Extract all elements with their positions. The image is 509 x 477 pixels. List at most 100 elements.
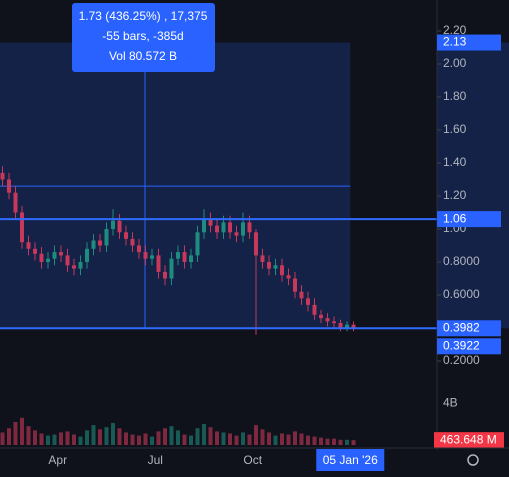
volume-bar	[286, 434, 291, 445]
candle-body	[332, 321, 336, 324]
candle-body	[156, 255, 161, 272]
candle-body	[260, 255, 265, 262]
volume-bar	[234, 435, 239, 445]
settings-icon	[467, 454, 479, 466]
candle-body	[221, 222, 226, 233]
measure-tooltip-text: 1.73 (436.25%) , 17,375	[79, 9, 208, 23]
volume-bar	[163, 428, 167, 445]
volume-bar	[117, 428, 122, 445]
candle-body	[306, 298, 310, 305]
volume-bar	[7, 428, 11, 445]
volume-bar	[306, 435, 310, 445]
candle-body	[280, 265, 284, 276]
volume-bar	[260, 429, 265, 445]
volume-bar	[33, 430, 37, 445]
y-tick-label: 1.80	[443, 89, 467, 103]
candle-body	[111, 220, 115, 229]
volume-bar	[267, 432, 271, 445]
volume-bar	[241, 432, 245, 445]
volume-bar	[65, 431, 70, 445]
candle-body	[228, 222, 232, 233]
candle-body	[52, 252, 57, 259]
candle-body	[247, 222, 252, 233]
candle-body	[273, 265, 278, 269]
measure-tooltip-text: Vol 80.572 B	[109, 49, 177, 63]
candle-body	[325, 318, 330, 322]
volume-bar	[156, 431, 161, 445]
y-tick-label: 2.20	[443, 23, 467, 37]
candle-body	[85, 248, 89, 262]
y-tick-label: 1.60	[443, 122, 467, 136]
volume-bar	[319, 437, 323, 445]
volume-bar	[221, 432, 226, 445]
candle-body	[39, 253, 44, 262]
y-tick-label: 0.8000	[443, 254, 480, 268]
candle-body	[293, 278, 297, 292]
candle-body	[130, 238, 135, 246]
candle-body	[286, 275, 291, 279]
x-tick-label: Apr	[48, 453, 67, 467]
volume-bar	[247, 434, 252, 445]
price-label: 0.3922	[443, 338, 480, 352]
candle-body	[299, 291, 304, 299]
candle-body	[143, 252, 148, 259]
candle-body	[319, 314, 323, 319]
volume-bar	[150, 436, 154, 445]
volume-label: 463.648 M	[440, 432, 497, 446]
measure-box	[0, 42, 351, 329]
volume-bar	[46, 435, 50, 445]
candle-body	[182, 252, 187, 262]
price-label: 0.3982	[443, 320, 480, 334]
price-label-box	[437, 320, 501, 337]
y-tick-label: 0.6000	[443, 287, 480, 301]
volume-bar	[39, 433, 44, 445]
measure-tooltip-text: -55 bars, -385d	[102, 29, 183, 43]
volume-bar	[195, 428, 200, 445]
candle-body	[26, 242, 31, 249]
volume-bar	[338, 439, 343, 445]
volume-bar	[176, 430, 180, 445]
price-label-box	[437, 211, 501, 228]
volume-bar	[0, 432, 5, 445]
candle-body	[46, 258, 50, 262]
candle-body	[7, 179, 11, 193]
volume-label-box	[434, 432, 504, 449]
volume-bar	[169, 426, 174, 445]
x-tick-label: Oct	[243, 453, 262, 467]
volume-bar	[254, 425, 258, 445]
y-tick-label: 0.2000	[443, 353, 480, 367]
volume-bar	[208, 427, 213, 445]
candle-body	[195, 232, 200, 256]
candle-body	[72, 265, 76, 269]
volume-bar	[124, 432, 128, 445]
candle-body	[33, 248, 37, 254]
volume-bar	[202, 424, 206, 445]
candle-body	[215, 225, 219, 233]
candle-body	[117, 220, 122, 233]
volume-bar	[59, 432, 63, 445]
volume-bar	[104, 427, 109, 445]
volume-bar	[111, 423, 115, 445]
y-tick-label: 1.40	[443, 155, 467, 169]
candle-body	[78, 262, 83, 269]
candle-body	[0, 172, 5, 180]
volume-bar	[293, 431, 297, 445]
candle-body	[59, 252, 63, 256]
volume-bar	[332, 438, 336, 445]
measure-tooltip	[72, 3, 215, 72]
price-label: 1.06	[443, 211, 467, 225]
candle-body	[169, 258, 174, 279]
candle-body	[13, 192, 18, 213]
volume-bar	[20, 417, 24, 445]
candle-body	[338, 323, 343, 328]
volume-tick-label: 4B	[443, 395, 458, 409]
candle-body	[65, 255, 70, 266]
date-label: 05 Jan '26	[323, 453, 378, 467]
candle-body	[124, 232, 128, 239]
volume-bar	[13, 421, 18, 445]
candle-body	[254, 232, 258, 256]
volume-bar	[189, 435, 193, 445]
candle-body	[345, 324, 349, 328]
candle-body	[312, 304, 317, 315]
candle-body	[91, 240, 96, 249]
